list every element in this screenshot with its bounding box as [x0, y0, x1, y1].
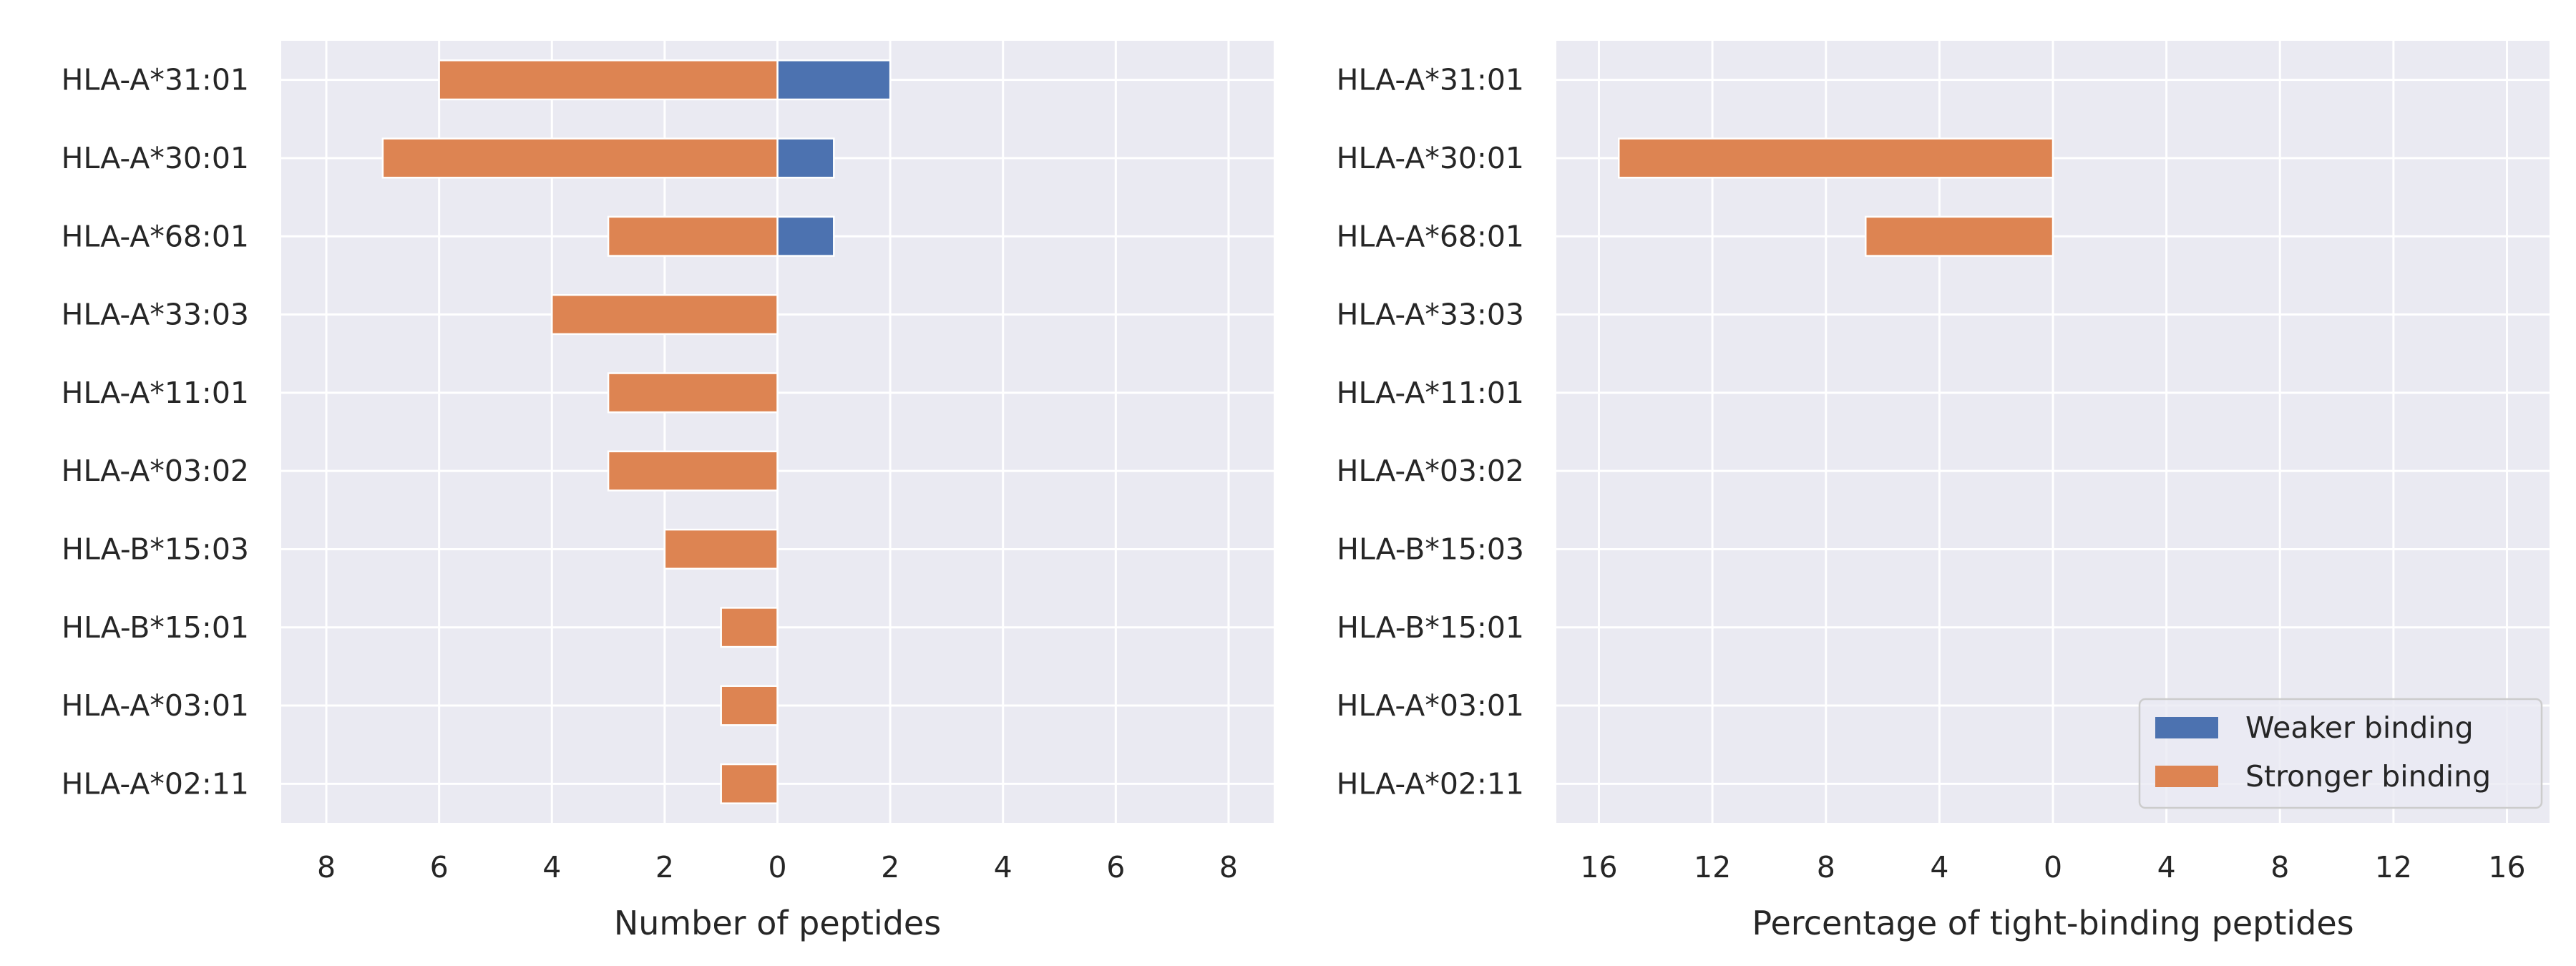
- bar-stronger-binding-hla-a-30-01: [381, 137, 779, 179]
- y-tick-label: HLA-A*33:03: [62, 298, 249, 332]
- legend-label-stronger-binding: Stronger binding: [2245, 759, 2491, 794]
- y-tick-label: HLA-B*15:03: [62, 532, 249, 566]
- y-tick-label: HLA-A*02:11: [62, 766, 249, 801]
- legend-box: [2138, 698, 2543, 809]
- legend-swatch-stronger-binding: [2155, 766, 2218, 787]
- x-tick-label: 6: [430, 850, 449, 884]
- legend: Weaker binding Stronger binding: [2138, 698, 2543, 809]
- bar-stronger-binding-hla-a-02-11: [720, 763, 779, 804]
- x-tick-label: 4: [994, 850, 1013, 884]
- x-tick-label: 12: [2375, 850, 2412, 884]
- x-tick-label: 8: [2270, 850, 2289, 884]
- y-tick-label: HLA-A*68:01: [62, 219, 249, 253]
- x-tick-label: 16: [2488, 850, 2525, 884]
- bar-stronger-binding-hla-b-15-01: [720, 607, 779, 648]
- x-tick-label: 12: [1694, 850, 1731, 884]
- y-tick-label: HLA-A*30:01: [1337, 141, 1524, 175]
- y-tick-label: HLA-A*03:02: [1337, 454, 1524, 488]
- x-tick-label: 8: [1817, 850, 1835, 884]
- bar-weaker-binding-hla-a-68-01: [776, 215, 835, 257]
- bar-stronger-binding-hla-a-68-01: [1865, 215, 2054, 257]
- x-tick-label: 2: [881, 850, 899, 884]
- y-tick-label: HLA-A*03:01: [1337, 688, 1524, 723]
- x-tick-label: 6: [1106, 850, 1125, 884]
- y-tick-label: HLA-B*15:01: [62, 610, 249, 645]
- y-tick-label: HLA-A*33:03: [1337, 298, 1524, 332]
- y-tick-label: HLA-A*11:01: [1337, 376, 1524, 410]
- y-tick-label: HLA-A*11:01: [62, 376, 249, 410]
- x-axis-label: Percentage of tight-binding peptides: [1752, 904, 2353, 942]
- x-tick-label: 2: [655, 850, 674, 884]
- y-tick-label: HLA-A*03:01: [62, 688, 249, 723]
- bar-weaker-binding-hla-a-31-01: [776, 59, 892, 101]
- bar-weaker-binding-hla-a-30-01: [776, 137, 835, 179]
- bar-stronger-binding-hla-a-11-01: [607, 372, 779, 414]
- bar-stronger-binding-hla-a-31-01: [438, 59, 779, 101]
- y-tick-label: HLA-B*15:03: [1337, 532, 1524, 566]
- y-tick-label: HLA-A*68:01: [1337, 219, 1524, 253]
- x-tick-label: 16: [1580, 850, 1617, 884]
- y-tick-label: HLA-A*30:01: [62, 141, 249, 175]
- y-tick-label: HLA-A*03:02: [62, 454, 249, 488]
- bar-stronger-binding-hla-a-33-03: [551, 293, 779, 336]
- x-tick-label: 0: [2044, 850, 2062, 884]
- right-panel-percentage-tight-binding: HLA-A*31:01 HLA-A*30:01 HLA-A*68:01 HLA-A*3…: [1337, 41, 2550, 942]
- x-tick-label: 0: [768, 850, 786, 884]
- x-tick-label: 4: [542, 850, 561, 884]
- bar-stronger-binding-hla-a-03-02: [607, 450, 779, 492]
- x-tick-label: 4: [2157, 850, 2176, 884]
- x-tick-label: 8: [317, 850, 336, 884]
- y-tick-label: HLA-A*31:01: [62, 63, 249, 97]
- bar-stronger-binding-hla-a-03-01: [720, 685, 779, 726]
- y-tick-label: HLA-A*31:01: [1337, 63, 1524, 97]
- x-tick-label: 8: [1219, 850, 1238, 884]
- x-tick-label: 4: [1930, 850, 1948, 884]
- y-tick-label: HLA-A*02:11: [1337, 766, 1524, 801]
- x-axis-label: Number of peptides: [614, 904, 941, 942]
- bar-stronger-binding-hla-b-15-03: [663, 528, 779, 570]
- bar-stronger-binding-hla-a-68-01: [607, 215, 779, 257]
- legend-label-weaker-binding: Weaker binding: [2245, 711, 2474, 745]
- bar-stronger-binding-hla-a-30-01: [1617, 137, 2054, 179]
- y-tick-label: HLA-B*15:01: [1337, 610, 1524, 645]
- left-panel-number-of-peptides: HLA-A*31:01 HLA-A*30:01 HLA-A*68:01 HLA-A*3…: [62, 41, 1274, 942]
- legend-swatch-weaker-binding: [2155, 717, 2218, 738]
